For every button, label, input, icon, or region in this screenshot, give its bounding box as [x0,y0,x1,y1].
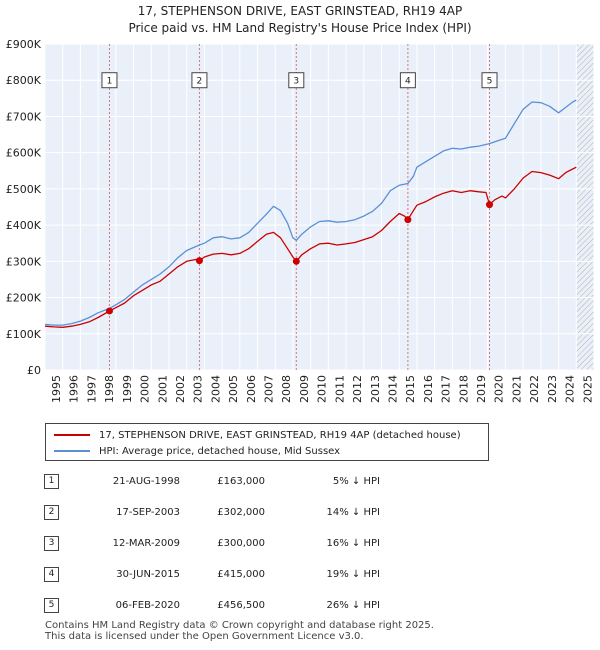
x-tick-label: 2015 [404,375,417,403]
legend-label-hpi: HPI: Average price, detached house, Mid … [99,445,341,457]
table-row: 4 30-JUN-2015 £415,000 19% ↓ HPI [0,561,600,589]
x-tick-label: 2011 [333,375,346,403]
x-tick-label: 2024 [564,375,577,403]
y-tick-label: £100K [6,328,42,341]
sale-number-badge: 5 [44,598,59,613]
sale-date: 12-MAR-2009 [112,538,180,549]
footer-attribution: Contains HM Land Registry data © Crown c… [45,620,434,642]
x-tick-label: 2014 [386,375,399,403]
sale-label-number: 2 [197,77,203,87]
sale-point [195,257,203,265]
sale-point [292,257,300,265]
y-tick-label: £200K [6,292,42,305]
y-tick-label: £800K [6,74,42,87]
sale-point [404,216,412,224]
x-tick-label: 2000 [139,375,152,403]
x-tick-label: 2005 [227,375,240,403]
y-tick-label: £700K [6,110,42,123]
sale-date: 30-JUN-2015 [116,569,180,580]
x-tick-label: 2001 [156,375,169,403]
x-tick-label: 1999 [121,375,134,403]
sale-number-badge: 2 [44,505,59,520]
x-tick-label: 2023 [546,375,559,403]
sale-date: 06-FEB-2020 [115,600,180,611]
chart-title: 17, STEPHENSON DRIVE, EAST GRINSTEAD, RH… [0,3,600,37]
x-tick-label: 2018 [457,375,470,403]
x-tick-label: 1997 [85,375,98,403]
table-row: 2 17-SEP-2003 £302,000 14% ↓ HPI [0,499,600,527]
sale-label-number: 4 [405,77,411,87]
sale-hpi-diff: 16% ↓ HPI [326,538,380,549]
x-tick-label: 2016 [422,375,435,403]
footer-line-2: This data is licensed under the Open Gov… [45,631,364,642]
y-tick-label: £600K [6,147,42,160]
sale-hpi-diff: 19% ↓ HPI [326,569,380,580]
sale-label-box [288,72,305,89]
y-tick-label: £500K [6,183,42,196]
hpi-line [44,99,577,326]
x-tick-label: 2025 [581,375,594,403]
sale-date: 21-AUG-1998 [112,476,180,487]
sale-date: 17-SEP-2003 [116,507,180,518]
x-tick-label: 2003 [192,375,205,403]
footer-line-1: Contains HM Land Registry data © Crown c… [45,620,434,631]
y-tick-label: £900K [6,38,42,51]
sale-point [486,201,494,209]
legend-label-price-paid: 17, STEPHENSON DRIVE, EAST GRINSTEAD, RH… [99,429,461,441]
sale-hpi-diff: 14% ↓ HPI [326,507,380,518]
x-tick-label: 2009 [298,375,311,403]
y-tick-label: £300K [6,255,42,268]
sale-number-badge: 1 [44,474,59,489]
y-tick-label: £0 [27,364,41,377]
chart-legend: 17, STEPHENSON DRIVE, EAST GRINSTEAD, RH… [45,423,489,461]
sale-price: £415,000 [217,569,265,580]
x-tick-label: 2004 [209,375,222,403]
sale-price: £302,000 [217,507,265,518]
sale-label-number: 1 [107,77,113,87]
x-tick-label: 1998 [103,375,116,403]
table-row: 5 06-FEB-2020 £456,500 26% ↓ HPI [0,592,600,620]
sale-price: £300,000 [217,538,265,549]
sale-label-box [101,72,118,89]
x-tick-label: 2010 [316,375,329,403]
x-tick-label: 2006 [245,375,258,403]
table-row: 1 21-AUG-1998 £163,000 5% ↓ HPI [0,468,600,496]
x-tick-label: 1995 [50,375,63,403]
table-row: 3 12-MAR-2009 £300,000 16% ↓ HPI [0,530,600,558]
sale-number-badge: 4 [44,567,59,582]
sale-point [105,307,113,315]
x-tick-label: 2020 [493,375,506,403]
x-tick-label: 2007 [263,375,276,403]
x-tick-label: 2012 [351,375,364,403]
chart-title-main: 17, STEPHENSON DRIVE, EAST GRINSTEAD, RH… [137,4,463,18]
legend-item-hpi: HPI: Average price, detached house, Mid … [54,443,340,459]
x-tick-label: 2013 [369,375,382,403]
x-tick-label: 2002 [174,375,187,403]
forecast-hatch-region [576,44,594,370]
sale-price: £163,000 [217,476,265,487]
sale-label-box [191,72,208,89]
chart-subtitle: Price paid vs. HM Land Registry's House … [128,21,472,35]
x-tick-label: 2008 [280,375,293,403]
sale-number-badge: 3 [44,536,59,551]
legend-item-price-paid: 17, STEPHENSON DRIVE, EAST GRINSTEAD, RH… [54,427,461,443]
x-tick-label: 2022 [528,375,541,403]
sale-hpi-diff: 5% ↓ HPI [332,476,380,487]
sale-price: £456,500 [217,600,265,611]
legend-swatch-hpi [54,450,90,452]
x-tick-label: 2019 [475,375,488,403]
price-paid-line [44,166,577,328]
plot-background [45,44,594,370]
y-tick-label: £400K [6,219,42,232]
price-chart: 1 2 3 4 5 £0 £100K £200K £300K £400K £500K £600K £70… [6,38,600,403]
sale-label-box [399,72,416,89]
sale-label-number: 3 [293,77,299,87]
legend-swatch-price-paid [54,434,90,436]
x-tick-label: 2017 [440,375,453,403]
sale-label-box [481,72,498,89]
sale-hpi-diff: 26% ↓ HPI [326,600,380,611]
x-tick-label: 2021 [510,375,523,403]
x-tick-label: 1996 [68,375,81,403]
sale-label-number: 5 [487,77,493,87]
